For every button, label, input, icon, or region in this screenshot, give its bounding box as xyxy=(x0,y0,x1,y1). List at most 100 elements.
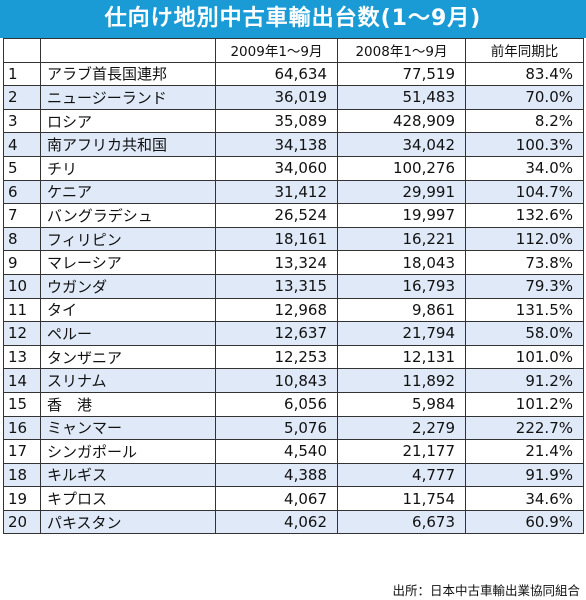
value-2008-cell: 51,483 xyxy=(337,85,466,110)
header-rank xyxy=(3,38,41,63)
country-cell: ケニア xyxy=(40,179,216,205)
table-row: 6 ケニア 31,412 29,991 104.7% xyxy=(3,179,584,205)
value-2009-cell: 4,388 xyxy=(215,462,338,488)
value-2009-cell: 10,843 xyxy=(215,368,338,393)
table-row: 7 バングラデシュ 26,524 19,997 132.6% xyxy=(3,203,584,228)
yoy-ratio-cell: 132.6% xyxy=(465,203,584,228)
table-row: 16 ミャンマー 5,076 2,279 222.7% xyxy=(3,415,584,441)
value-2008-cell: 11,892 xyxy=(337,368,466,393)
title-bar xyxy=(0,0,586,38)
yoy-ratio-cell: 79.3% xyxy=(465,273,584,299)
table-row: 5 チリ 34,060 100,276 34.0% xyxy=(3,155,584,181)
country-cell: タイ xyxy=(40,297,216,323)
table-row: 12 ペルー 12,637 21,794 58.0% xyxy=(3,321,584,346)
table-row: 2 ニュージーランド 36,019 51,483 70.0% xyxy=(3,85,584,110)
country-cell: フィリピン xyxy=(40,226,216,252)
page-title: 仕向け地別中古車輸出台数(1～9月) xyxy=(104,6,482,31)
value-2009-cell: 64,634 xyxy=(215,61,338,87)
yoy-ratio-cell: 91.9% xyxy=(465,462,584,488)
yoy-ratio-cell: 70.0% xyxy=(465,85,584,110)
yoy-ratio-cell: 21.4% xyxy=(465,439,584,464)
country-cell: チリ xyxy=(40,155,216,181)
table-row: 18 キルギス 4,388 4,777 91.9% xyxy=(3,462,584,488)
country-cell: キプロス xyxy=(40,486,216,511)
rank-cell: 17 xyxy=(3,439,41,464)
yoy-ratio-cell: 104.7% xyxy=(465,179,584,205)
value-2009-cell: 4,062 xyxy=(215,509,338,535)
header-row: 2009年1～9月 2008年1～9月 前年同期比 xyxy=(3,38,584,63)
rank-cell: 16 xyxy=(3,415,41,441)
value-2009-cell: 12,637 xyxy=(215,321,338,346)
country-cell: ミャンマー xyxy=(40,415,216,441)
table-row: 9 マレーシア 13,324 18,043 73.8% xyxy=(3,250,584,275)
value-2009-cell: 4,540 xyxy=(215,439,338,464)
country-cell: 南アフリカ共和国 xyxy=(40,132,216,157)
yoy-ratio-cell: 8.2% xyxy=(465,108,584,134)
yoy-ratio-cell: 34.6% xyxy=(465,486,584,511)
value-2009-cell: 13,315 xyxy=(215,273,338,299)
value-2008-cell: 19,997 xyxy=(337,203,466,228)
value-2009-cell: 4,067 xyxy=(215,486,338,511)
rank-cell: 7 xyxy=(3,203,41,228)
table-row: 10 ウガンダ 13,315 16,793 79.3% xyxy=(3,273,584,299)
value-2008-cell: 9,861 xyxy=(337,297,466,323)
rank-cell: 13 xyxy=(3,344,41,370)
table-row: 14 スリナム 10,843 11,892 91.2% xyxy=(3,368,584,393)
country-cell: シンガポール xyxy=(40,439,216,464)
rank-cell: 12 xyxy=(3,321,41,346)
rank-cell: 19 xyxy=(3,486,41,511)
country-cell: バングラデシュ xyxy=(40,203,216,228)
table-row: 8 フィリピン 18,161 16,221 112.0% xyxy=(3,226,584,252)
table-row: 4 南アフリカ共和国 34,138 34,042 100.3% xyxy=(3,132,584,157)
header-country xyxy=(40,38,216,63)
table-body: 1 アラブ首長国連邦 64,634 77,519 83.4% 2 ニュージーラン… xyxy=(3,61,584,535)
country-cell: アラブ首長国連邦 xyxy=(40,61,216,87)
value-2008-cell: 29,991 xyxy=(337,179,466,205)
value-2008-cell: 21,177 xyxy=(337,439,466,464)
country-cell: ニュージーランド xyxy=(40,85,216,110)
country-cell: ペルー xyxy=(40,321,216,346)
table-row: 19 キプロス 4,067 11,754 34.6% xyxy=(3,486,584,511)
value-2009-cell: 13,324 xyxy=(215,250,338,275)
yoy-ratio-cell: 60.9% xyxy=(465,509,584,535)
country-cell: ロシア xyxy=(40,108,216,134)
value-2008-cell: 12,131 xyxy=(337,344,466,370)
rank-cell: 6 xyxy=(3,179,41,205)
country-cell: パキスタン xyxy=(40,509,216,535)
value-2009-cell: 34,138 xyxy=(215,132,338,157)
rank-cell: 2 xyxy=(3,85,41,110)
country-cell: スリナム xyxy=(40,368,216,393)
value-2009-cell: 6,056 xyxy=(215,391,338,417)
yoy-ratio-cell: 131.5% xyxy=(465,297,584,323)
table-row: 13 タンザニア 12,253 12,131 101.0% xyxy=(3,344,584,370)
rank-cell: 9 xyxy=(3,250,41,275)
rank-cell: 3 xyxy=(3,108,41,134)
rank-cell: 18 xyxy=(3,462,41,488)
table-row: 15 香 港 6,056 5,984 101.2% xyxy=(3,391,584,417)
table-row: 20 パキスタン 4,062 6,673 60.9% xyxy=(3,509,584,535)
yoy-ratio-cell: 100.3% xyxy=(465,132,584,157)
rank-cell: 15 xyxy=(3,391,41,417)
value-2008-cell: 21,794 xyxy=(337,321,466,346)
rank-cell: 11 xyxy=(3,297,41,323)
yoy-ratio-cell: 222.7% xyxy=(465,415,584,441)
value-2008-cell: 4,777 xyxy=(337,462,466,488)
value-2008-cell: 428,909 xyxy=(337,108,466,134)
rank-cell: 10 xyxy=(3,273,41,299)
value-2008-cell: 16,221 xyxy=(337,226,466,252)
value-2008-cell: 34,042 xyxy=(337,132,466,157)
value-2008-cell: 77,519 xyxy=(337,61,466,87)
value-2009-cell: 35,089 xyxy=(215,108,338,134)
rank-cell: 8 xyxy=(3,226,41,252)
value-2009-cell: 34,060 xyxy=(215,155,338,181)
value-2009-cell: 12,253 xyxy=(215,344,338,370)
value-2009-cell: 26,524 xyxy=(215,203,338,228)
value-2008-cell: 2,279 xyxy=(337,415,466,441)
yoy-ratio-cell: 73.8% xyxy=(465,250,584,275)
value-2008-cell: 100,276 xyxy=(337,155,466,181)
value-2009-cell: 36,019 xyxy=(215,85,338,110)
header-2009: 2009年1～9月 xyxy=(215,38,338,63)
country-cell: 香 港 xyxy=(40,391,216,417)
value-2008-cell: 16,793 xyxy=(337,273,466,299)
yoy-ratio-cell: 34.0% xyxy=(465,155,584,181)
